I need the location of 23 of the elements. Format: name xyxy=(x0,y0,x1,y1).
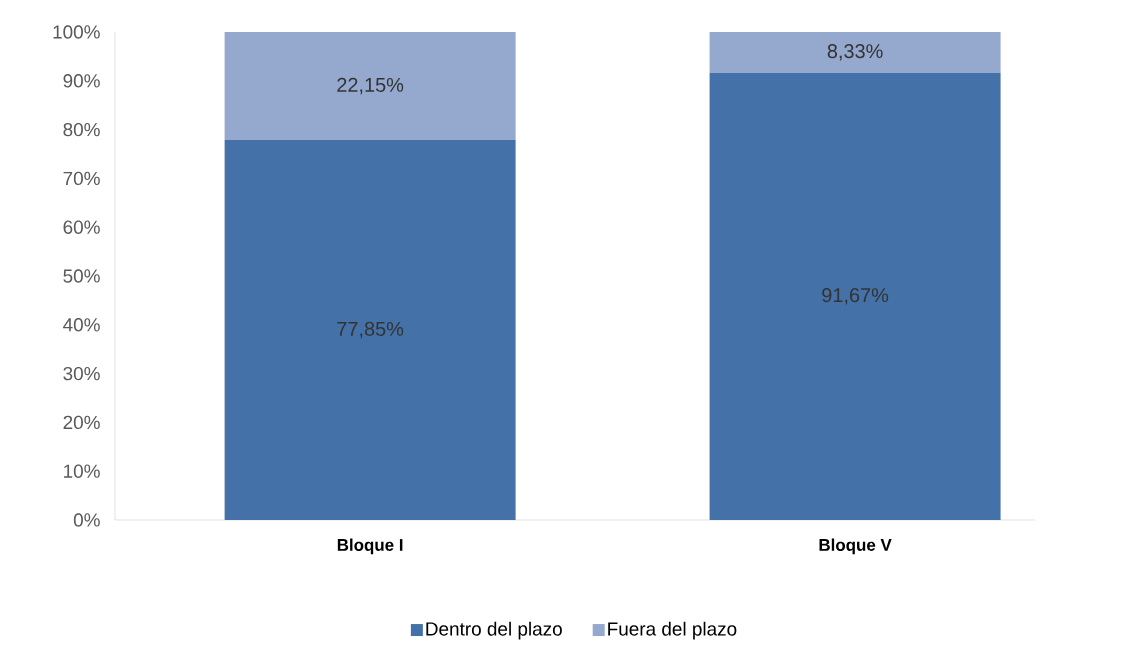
x-tick-label: Bloque V xyxy=(819,538,892,555)
legend-label: Dentro del plazo xyxy=(426,621,562,640)
y-tick-label: 60% xyxy=(63,220,100,234)
y-tick-label: 50% xyxy=(63,269,100,283)
data-label: 8,33% xyxy=(827,44,883,61)
y-tick-label: 30% xyxy=(63,366,100,381)
legend-label: Fuera del plazo xyxy=(608,621,737,640)
y-tick-label: 90% xyxy=(63,74,100,88)
data-label: 91,67% xyxy=(822,288,889,305)
bar xyxy=(224,31,516,141)
bar xyxy=(709,31,1001,73)
y-tick-label: 100% xyxy=(53,25,100,39)
y-tick-label: 80% xyxy=(63,122,100,137)
y-tick-label: 20% xyxy=(63,415,100,430)
y-tick-label: 10% xyxy=(64,464,100,478)
y-tick-label: 40% xyxy=(63,318,100,332)
y-tick-label: 70% xyxy=(63,171,100,186)
x-tick-label: Bloque I xyxy=(337,538,403,555)
bar xyxy=(224,140,516,520)
data-label: 77,85% xyxy=(337,321,404,339)
data-label: 22,15% xyxy=(337,77,404,95)
y-tick-label: 0% xyxy=(73,513,100,527)
bar xyxy=(709,72,1001,520)
